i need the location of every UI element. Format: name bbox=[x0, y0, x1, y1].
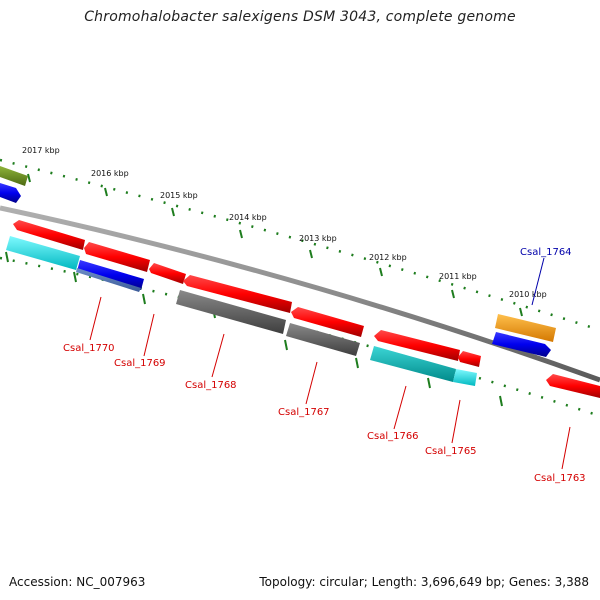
map-title: Chromohalobacter salexigens DSM 3043, co… bbox=[84, 9, 516, 25]
gene-label-csal-1764[interactable]: Csal_1764 bbox=[520, 247, 572, 258]
cds-small-1[interactable] bbox=[149, 263, 186, 284]
feature-cyan-2[interactable] bbox=[453, 369, 477, 386]
feature-gray-1[interactable] bbox=[176, 290, 286, 334]
cds-csal-1768[interactable] bbox=[183, 275, 292, 313]
cds-csal-1764[interactable] bbox=[492, 332, 551, 357]
feature-teal[interactable] bbox=[370, 346, 456, 382]
inner-tick-marks bbox=[5, 251, 503, 407]
feature-cyan[interactable] bbox=[6, 236, 80, 270]
kbp-label-2011: 2011 kbp bbox=[439, 272, 477, 281]
gene-label-csal-1769[interactable]: Csal_1769 bbox=[114, 358, 166, 369]
kbp-label-2017: 2017 kbp bbox=[22, 146, 60, 155]
plus-strand-features bbox=[13, 220, 600, 398]
cds-csal-1770[interactable] bbox=[13, 220, 85, 250]
gene-label-csal-1765[interactable]: Csal_1765 bbox=[425, 446, 477, 457]
leader-lines bbox=[89, 257, 571, 470]
kbp-label-2015: 2015 kbp bbox=[160, 191, 198, 200]
feature-gray-2[interactable] bbox=[286, 323, 360, 356]
cds-csal-1769[interactable] bbox=[84, 242, 150, 272]
gene-label-csal-1768[interactable]: Csal_1768 bbox=[185, 380, 237, 391]
cds-csal-1763[interactable] bbox=[546, 374, 600, 398]
kbp-tick-marks bbox=[27, 173, 523, 317]
cds-csal-1765[interactable] bbox=[458, 351, 481, 367]
kbp-label-2010: 2010 kbp bbox=[509, 290, 547, 299]
gene-label-csal-1770[interactable]: Csal_1770 bbox=[63, 343, 115, 354]
gene-label-csal-1763[interactable]: Csal_1763 bbox=[534, 473, 586, 484]
feature-orange[interactable] bbox=[495, 314, 556, 342]
feature-olive[interactable] bbox=[0, 166, 28, 186]
kbp-label-2014: 2014 kbp bbox=[229, 213, 267, 222]
minus-strand-features bbox=[6, 236, 556, 386]
kbp-labels: 2017 kbp 2016 kbp 2015 kbp 2014 kbp 2013… bbox=[22, 146, 547, 299]
gene-label-csal-1767[interactable]: Csal_1767 bbox=[278, 407, 330, 418]
cds-csal-1767[interactable] bbox=[291, 307, 364, 337]
kbp-label-2013: 2013 kbp bbox=[299, 234, 337, 243]
feature-blue-lower[interactable] bbox=[77, 260, 144, 290]
feature-blue-upper-left[interactable] bbox=[0, 183, 21, 203]
kbp-label-2016: 2016 kbp bbox=[91, 169, 129, 178]
cds-csal-1766[interactable] bbox=[374, 330, 460, 361]
gene-label-csal-1766[interactable]: Csal_1766 bbox=[367, 431, 419, 442]
topology-text: Topology: circular; Length: 3,696,649 bp… bbox=[259, 575, 589, 589]
genome-backbone bbox=[0, 205, 600, 383]
accession-text: Accession: NC_007963 bbox=[9, 575, 146, 589]
gene-labels: Csal_1770 Csal_1769 Csal_1768 Csal_1767 … bbox=[63, 247, 586, 484]
feature-steel-shadow bbox=[76, 268, 141, 292]
kbp-label-2012: 2012 kbp bbox=[369, 253, 407, 262]
